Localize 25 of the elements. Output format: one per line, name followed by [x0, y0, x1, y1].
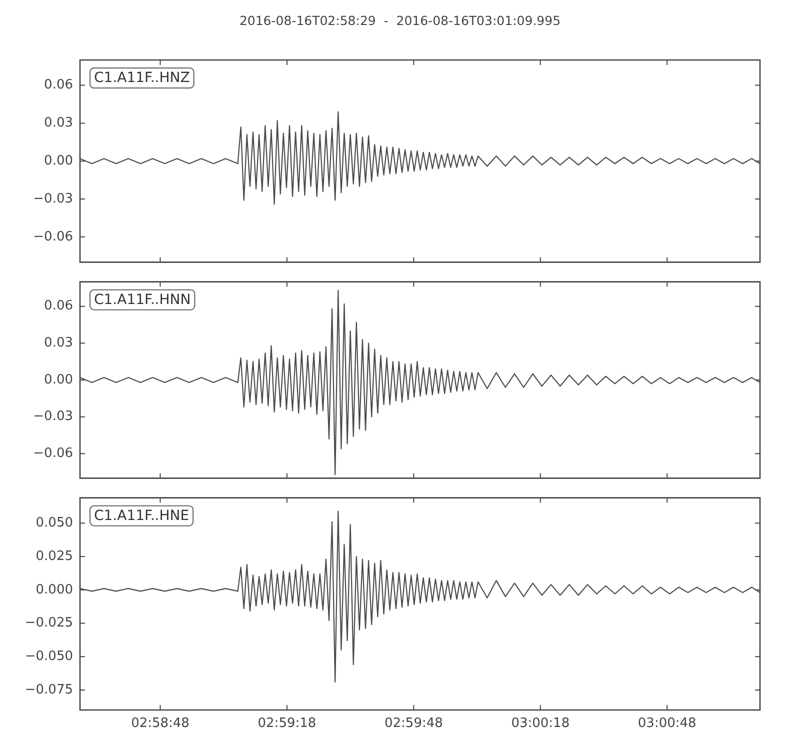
- x-tick-label: 02:59:18: [258, 716, 316, 732]
- x-tick-label: 03:00:48: [638, 716, 696, 732]
- y-tick-label: 0.03: [44, 336, 73, 351]
- y-tick-label: −0.050: [24, 648, 73, 664]
- y-tick-label: −0.03: [33, 191, 73, 206]
- y-tick-label: −0.03: [33, 409, 73, 424]
- y-tick-label: 0.000: [36, 582, 73, 598]
- y-tick-label: −0.06: [33, 446, 73, 462]
- y-tick-label: −0.025: [24, 616, 73, 631]
- chart-title: 2016-08-16T02:58:29 - 2016-08-16T03:01:09.995: [238, 13, 562, 29]
- y-tick-label: 0.050: [36, 516, 73, 531]
- y-tick-label: 0.025: [36, 548, 73, 564]
- x-tick-label: 02:58:48: [131, 716, 190, 732]
- y-tick-label: 0.06: [44, 298, 73, 314]
- annotation: C1.A11F..HNN: [94, 292, 191, 308]
- annotation: C1.A11F..HNZ: [94, 70, 190, 86]
- y-tick-label: 0.00: [44, 153, 73, 168]
- y-tick-label: 0.03: [44, 116, 73, 131]
- y-tick-label: 0.00: [44, 372, 73, 388]
- y-tick-label: 0.06: [44, 78, 73, 93]
- annotation: C1.A11F..HNE: [94, 508, 190, 524]
- y-tick-label: −0.075: [24, 682, 73, 698]
- y-tick-label: −0.06: [33, 229, 73, 244]
- x-tick-label: 02:59:48: [384, 716, 443, 732]
- x-tick-label: 03:00:18: [511, 716, 570, 732]
